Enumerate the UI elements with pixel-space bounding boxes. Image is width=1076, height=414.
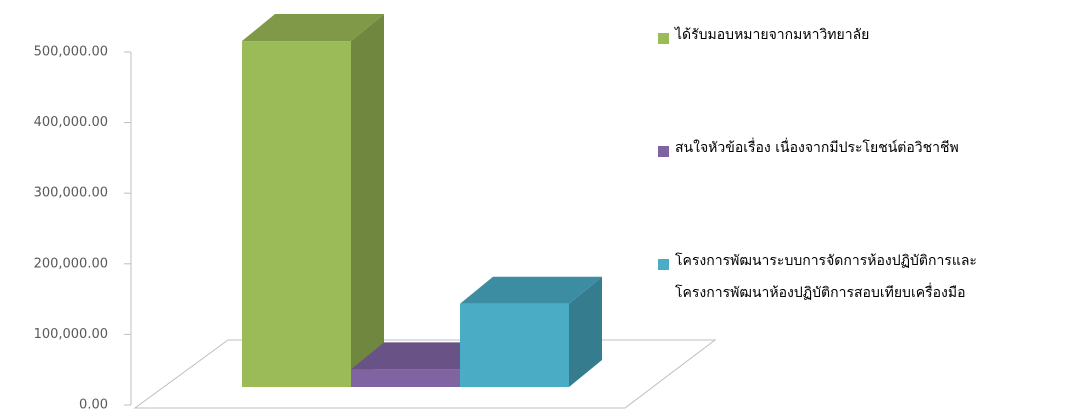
- legend-swatch: [658, 146, 669, 157]
- bar: [460, 303, 569, 387]
- bar-side: [569, 276, 602, 387]
- bar: [242, 41, 351, 388]
- bar: [351, 369, 460, 387]
- legend-item: สนใจหัวข้อเรื่อง เนื่องจากมีประโยชน์ต่อว…: [658, 140, 959, 164]
- y-tick-label: 300,000.00: [34, 186, 108, 201]
- y-tick-label: 400,000.00: [34, 115, 108, 130]
- legend-swatch: [658, 33, 669, 44]
- legend-swatch: [658, 259, 669, 270]
- legend-label: สนใจหัวข้อเรื่อง เนื่องจากมีประโยชน์ต่อว…: [675, 140, 959, 156]
- legend-item: ได้รับมอบหมายจากมหาวิทยาลัย: [658, 27, 869, 51]
- y-tick-label: 100,000.00: [34, 327, 108, 342]
- legend-label: ได้รับมอบหมายจากมหาวิทยาลัย: [675, 27, 870, 43]
- y-tick-label: 500,000.00: [34, 45, 108, 60]
- floor: [133, 339, 717, 409]
- bar-top: [460, 276, 602, 304]
- legend-item: โครงการพัฒนาระบบการจัดการห้องปฏิบัติการแ…: [658, 253, 977, 309]
- bar-top: [351, 342, 493, 370]
- y-tick-label: 0.00: [79, 398, 108, 413]
- y-tick-label: 200,000.00: [34, 256, 108, 271]
- bar-side: [351, 14, 384, 388]
- bar-top: [242, 14, 384, 42]
- legend-label: โครงการพัฒนาระบบการจัดการห้องปฏิบัติการแ…: [675, 253, 977, 301]
